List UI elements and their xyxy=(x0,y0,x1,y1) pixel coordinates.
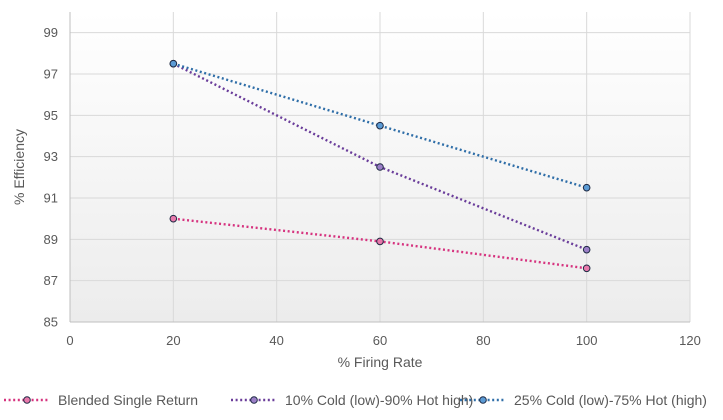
series-line-3 xyxy=(172,62,588,189)
y-tick-label: 99 xyxy=(44,25,58,40)
series-3-point xyxy=(376,121,384,130)
legend-label: 25% Cold (low)-75% Hot (high) xyxy=(514,392,707,408)
legend-swatch-marker xyxy=(250,396,258,404)
series-2-point xyxy=(376,163,384,171)
legend: Blended Single Return 10% Cold (low)-90% … xyxy=(4,392,707,408)
series-1-point xyxy=(376,237,384,246)
series-1-point xyxy=(169,214,178,223)
y-tick-label: 93 xyxy=(44,149,58,164)
x-tick-label: 60 xyxy=(373,333,387,348)
y-tick-label: 97 xyxy=(44,67,58,82)
legend-swatch-marker xyxy=(479,396,487,404)
x-tick-label: 0 xyxy=(66,333,73,348)
x-tick-label: 40 xyxy=(269,333,283,348)
series-2-point xyxy=(582,245,591,254)
legend-label: Blended Single Return xyxy=(58,392,198,408)
series-layer xyxy=(169,59,591,273)
y-tick-label: 85 xyxy=(44,315,58,330)
series-1-point xyxy=(582,264,591,273)
axes: 85 87 89 91 93 95 97 99 0 20 40 60 80 100 120 xyxy=(44,12,701,348)
y-tick-label: 87 xyxy=(44,273,58,288)
x-axis-title: % Firing Rate xyxy=(338,354,423,370)
y-axis-title: % Efficiency xyxy=(11,129,27,205)
y-tick-label: 89 xyxy=(44,232,58,247)
y-tick-label: 91 xyxy=(44,191,58,206)
y-tick-label: 95 xyxy=(44,108,58,123)
x-tick-label: 100 xyxy=(576,333,598,348)
series-3-point xyxy=(582,183,591,192)
x-tick-label: 20 xyxy=(166,333,180,348)
legend-label: 10% Cold (low)-90% Hot high) xyxy=(285,392,473,408)
series-3-point xyxy=(169,59,178,68)
x-tick-label: 80 xyxy=(476,333,490,348)
legend-swatch-marker xyxy=(23,396,31,404)
x-tick-label: 120 xyxy=(679,333,701,348)
